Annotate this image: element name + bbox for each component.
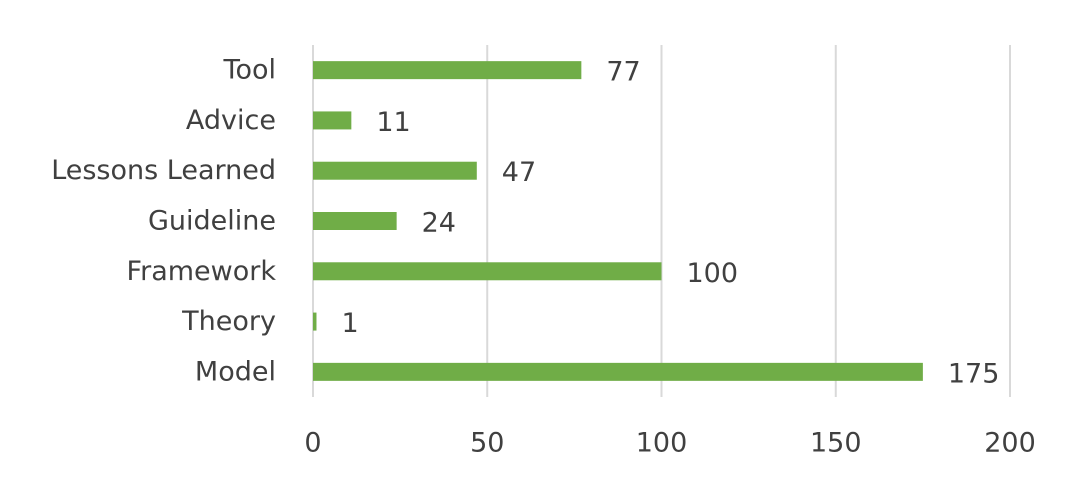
bar	[313, 362, 923, 381]
y-tick-label: Advice	[186, 105, 276, 136]
x-tick-label: 50	[470, 428, 504, 459]
value-label: 175	[948, 358, 1000, 389]
y-tick-label: Guideline	[148, 206, 276, 237]
x-tick-label: 150	[810, 428, 862, 459]
value-label: 100	[687, 258, 739, 289]
value-label: 77	[606, 57, 640, 88]
bar	[313, 111, 352, 130]
value-label: 1	[341, 308, 358, 339]
x-tick-label: 200	[984, 428, 1036, 459]
x-tick-label: 0	[304, 428, 321, 459]
bar	[313, 161, 477, 180]
bar	[313, 61, 582, 80]
value-label: 11	[376, 107, 410, 138]
value-label: 24	[422, 208, 456, 239]
bar	[313, 312, 317, 331]
y-tick-label: Framework	[127, 256, 277, 287]
y-tick-label: Theory	[181, 306, 276, 337]
value-label: 47	[502, 157, 536, 188]
x-tick-label: 100	[636, 428, 688, 459]
y-tick-label: Lessons Learned	[51, 155, 276, 186]
bar	[313, 262, 662, 281]
y-tick-label: Model	[195, 356, 276, 387]
bar	[313, 212, 397, 230]
y-tick-label: Tool	[223, 55, 276, 86]
